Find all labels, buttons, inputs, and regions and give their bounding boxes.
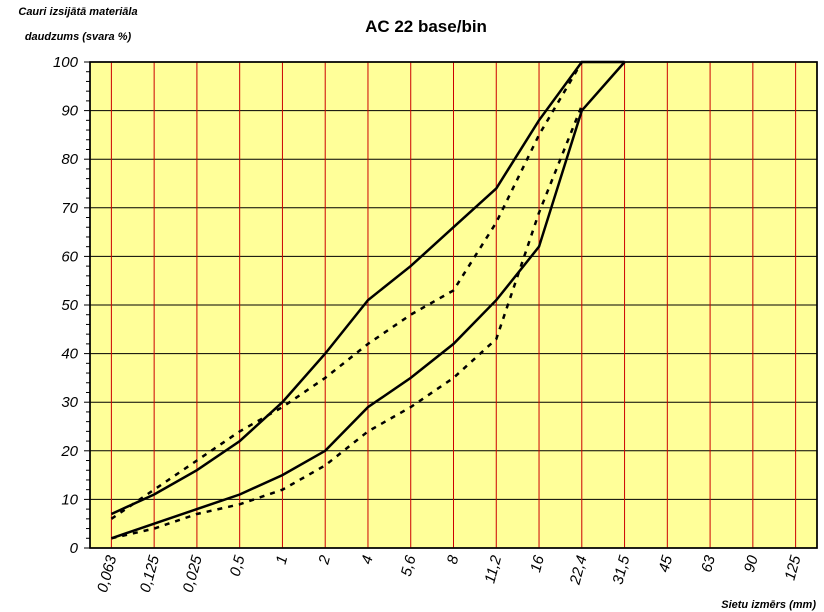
y-tick-label-3: 30 — [61, 394, 78, 411]
x-tick-label-16: 125 — [782, 553, 805, 582]
y-tick-label-9: 90 — [61, 103, 78, 120]
x-axis-label: Sietu izmērs (mm) — [721, 599, 816, 611]
x-tick-label-14: 63 — [698, 553, 719, 574]
y-tick-label-6: 60 — [61, 248, 78, 265]
x-tick-label-11: 22,4 — [566, 554, 590, 588]
x-tick-label-4: 1 — [273, 554, 292, 566]
x-tick-label-10: 16 — [527, 553, 548, 574]
series-line-2 — [110, 61, 583, 520]
x-tick-label-8: 8 — [444, 553, 463, 566]
x-tick-label-7: 5,6 — [398, 553, 420, 578]
y-axis-label-line2: daudzums (svara %) — [25, 31, 132, 43]
y-tick-label-2: 20 — [60, 443, 78, 460]
x-tick-label-9: 11,2 — [481, 553, 505, 585]
x-tick-label-3: 0,5 — [227, 553, 249, 578]
x-tick-label-6: 4 — [358, 554, 377, 566]
series-line-1 — [110, 61, 626, 540]
y-axis-minor-ticks — [84, 61, 90, 549]
y-tick-label-8: 80 — [61, 151, 78, 168]
x-tick-label-0: 0,063 — [94, 553, 120, 594]
x-tick-label-13: 45 — [655, 553, 676, 574]
chart-title: AC 22 base/bin — [365, 17, 487, 36]
vertical-gridlines — [110, 62, 797, 548]
y-tick-labels: 0 10 20 30 40 50 60 70 80 90 100 — [53, 54, 79, 557]
x-tick-label-15: 90 — [741, 553, 762, 574]
x-tick-label-12: 31,5 — [609, 553, 633, 586]
y-tick-label-0: 0 — [70, 540, 79, 557]
x-tick-label-5: 2 — [315, 553, 334, 567]
y-tick-label-4: 40 — [61, 346, 78, 363]
y-tick-label-1: 10 — [61, 491, 78, 508]
series-line-0 — [110, 60, 625, 516]
x-tick-label-2: 0,025 — [180, 553, 206, 594]
y-tick-label-5: 50 — [61, 297, 78, 314]
x-tick-labels: 0,063 0,125 0,025 0,5 1 2 4 5,6 8 11,2 16 22,4 31,5 4… — [94, 553, 805, 594]
y-tick-label-7: 70 — [61, 200, 78, 217]
y-tick-label-10: 100 — [53, 54, 79, 71]
series-lines — [110, 60, 626, 540]
x-tick-label-1: 0,125 — [137, 553, 163, 594]
y-axis-label-line1: Cauri izsijātā materiāla — [18, 6, 137, 18]
series-line-3 — [111, 105, 583, 540]
